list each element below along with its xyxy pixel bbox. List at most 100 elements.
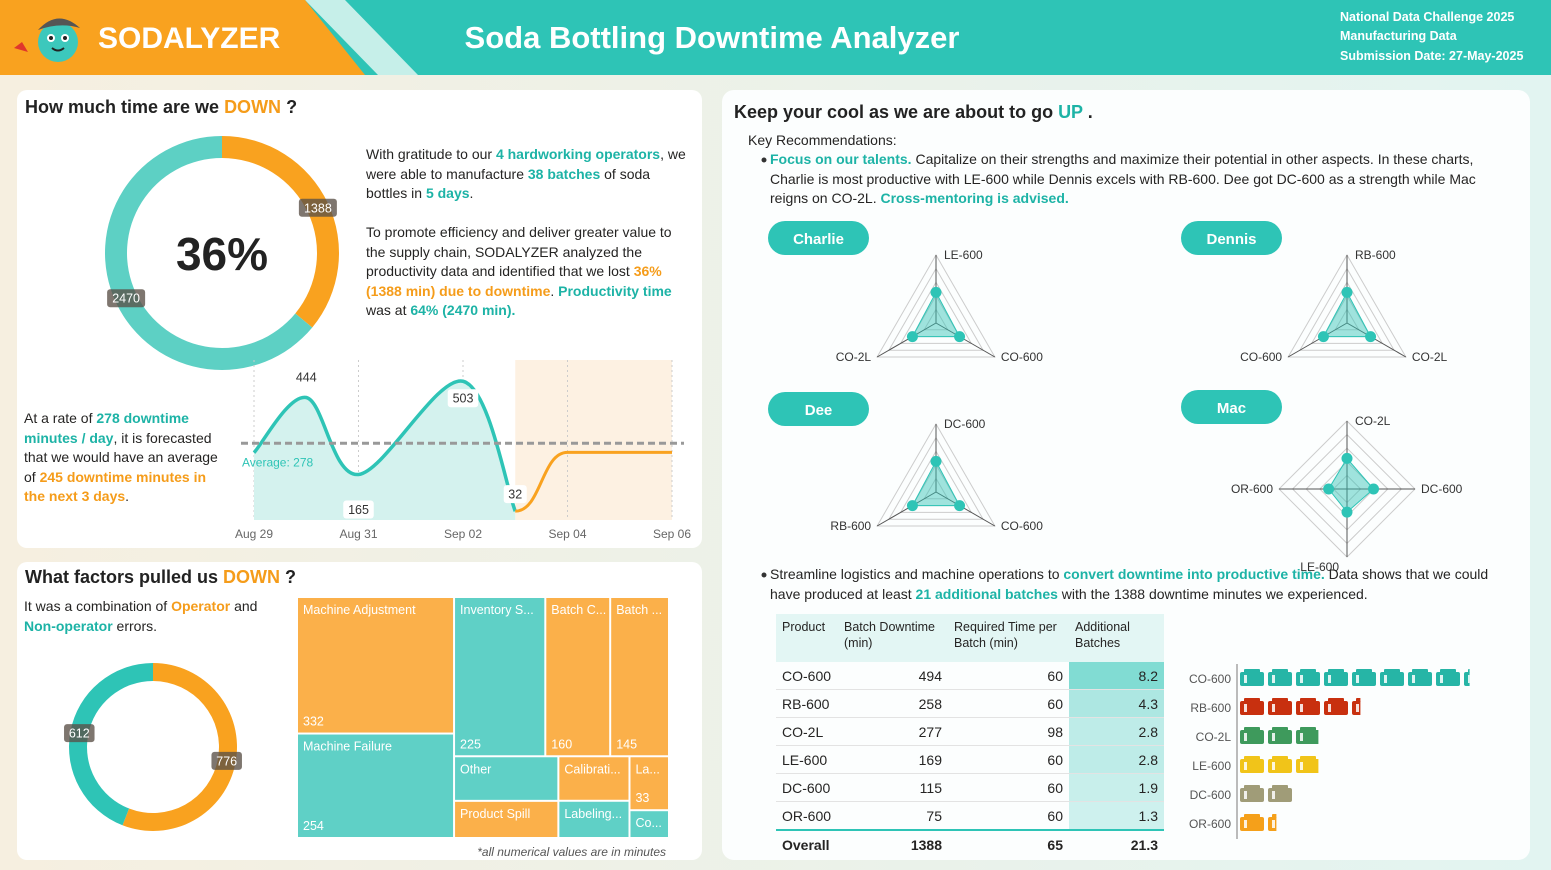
x-tick-label: Sep 02 — [444, 527, 482, 541]
data-label-box — [298, 198, 337, 217]
radar-point — [1317, 331, 1329, 343]
table-row: DC-600 115 60 1.9 — [776, 773, 1164, 802]
column-header: Product — [776, 614, 838, 662]
radar-point — [930, 286, 942, 298]
text-run: ? — [281, 97, 298, 117]
tile-value: 254 — [303, 819, 324, 833]
radar-ring — [899, 281, 973, 344]
tile-value: 332 — [303, 715, 324, 729]
text-run: 4 hardworking operators — [495, 146, 661, 162]
battery-cap — [1272, 698, 1288, 702]
name-pill — [768, 221, 869, 255]
tile-label: Batch ... — [616, 603, 662, 617]
text-run: ? — [280, 567, 297, 587]
tile-label: Inventory S... — [460, 603, 534, 617]
radar-axis-label: RB-600 — [830, 519, 871, 533]
table-cell: 1.3 — [1069, 801, 1164, 831]
text-run: of soda bottles in — [366, 165, 651, 202]
table-cell: DC-600 — [776, 773, 838, 802]
logo — [14, 18, 80, 62]
battery-slot — [1272, 704, 1275, 712]
text-run: . — [469, 185, 474, 201]
radar-point — [1341, 452, 1353, 464]
radar-point — [1341, 286, 1353, 298]
radar-ring — [899, 450, 973, 513]
radar-point — [930, 455, 942, 467]
battery-cap — [1244, 698, 1260, 702]
battery-slot — [1244, 791, 1247, 799]
battery-slot — [1272, 820, 1275, 828]
treemap-tile — [559, 801, 629, 837]
data-label: 165 — [348, 503, 369, 517]
table-cell: 98 — [948, 717, 1069, 746]
tile-label: Machine Failure — [303, 740, 392, 754]
text-block: How much time are we DOWN ? — [25, 97, 297, 118]
battery-icon — [1296, 672, 1320, 686]
data-label: 2470 — [112, 292, 140, 306]
name-pill — [768, 392, 869, 426]
table-cell: 494 — [838, 662, 948, 690]
total-cell: 1388 — [838, 829, 948, 858]
operator-name: Dee — [805, 402, 833, 419]
table-cell: OR-600 — [776, 801, 838, 831]
data-label-box — [64, 724, 95, 743]
radar-axis-label: CO-2L — [836, 350, 872, 364]
text-run: 36% (1388 min) due to downtime — [366, 263, 662, 299]
text-block: Streamline logistics and machine operati… — [770, 565, 1490, 604]
column-header: Batch Downtime (min) — [838, 614, 948, 662]
category-label: RB-600 — [1190, 701, 1231, 715]
battery-cap — [1300, 669, 1316, 673]
battery-icon — [1268, 730, 1292, 744]
radar-ring — [923, 308, 949, 331]
tile-label: Calibrati... — [564, 762, 620, 776]
text-run: Operator — [171, 598, 231, 614]
radar-axis-label: LE-600 — [944, 248, 983, 262]
text-run: 38 batches — [527, 165, 601, 182]
radar-ring — [888, 267, 984, 351]
total-cell: 21.3 — [1069, 829, 1164, 858]
table-cell: 169 — [838, 745, 948, 774]
text-block: Focus on our talents. Capitalize on thei… — [770, 150, 1500, 209]
radar-point — [1341, 506, 1353, 518]
footnote: *all numerical values are in minutes — [477, 845, 666, 859]
radar-axis-label: CO-2L — [1412, 350, 1448, 364]
bullet — [761, 572, 767, 578]
text-block: Keep your cool as we are about to go UP … — [734, 102, 1093, 123]
icon-bar — [1240, 698, 1361, 715]
text-run: At a rate of — [24, 410, 97, 426]
battery-slot — [1356, 704, 1359, 712]
radar-ring — [1310, 281, 1384, 344]
text-run: 245 downtime minutes in the next 3 days — [24, 468, 207, 505]
data-label-box — [447, 389, 479, 408]
radar-point — [1323, 483, 1335, 495]
icon-bar — [1240, 727, 1319, 744]
battery-cap — [1244, 814, 1260, 818]
radar-point — [906, 500, 918, 512]
text-block: To promote efficiency and deliver greate… — [366, 223, 684, 321]
treemap-tile — [455, 757, 558, 800]
battery-cap — [1440, 669, 1456, 673]
table-cell: 8.2 — [1069, 662, 1164, 690]
battery-slot — [1300, 704, 1303, 712]
radar-axis-label: RB-600 — [1355, 248, 1396, 262]
battery-slot — [1272, 733, 1275, 741]
text-run: Streamline logistics and machine operati… — [770, 566, 1064, 582]
battery-icon — [1352, 672, 1376, 686]
battery-icon — [1324, 701, 1348, 715]
battery-icon — [1296, 730, 1319, 744]
battery-icon — [1380, 672, 1404, 686]
radar-ring — [1299, 267, 1395, 351]
batch-table: Product Batch Downtime (min) Required Time… — [776, 614, 1164, 858]
text-run: UP — [1058, 102, 1083, 122]
battery-icon — [1296, 701, 1320, 715]
battery-cap — [1272, 756, 1288, 760]
tile-label: Other — [460, 762, 491, 776]
table-cell: 115 — [838, 773, 948, 802]
text-run: How much time are we — [25, 97, 225, 117]
total-cell: 65 — [948, 829, 1069, 858]
tile-label: Machine Adjustment — [303, 603, 416, 617]
data-label: 444 — [296, 371, 317, 385]
table-cell: 75 — [838, 801, 948, 831]
operator-name: Charlie — [793, 231, 844, 248]
data-label: 776 — [216, 754, 237, 768]
